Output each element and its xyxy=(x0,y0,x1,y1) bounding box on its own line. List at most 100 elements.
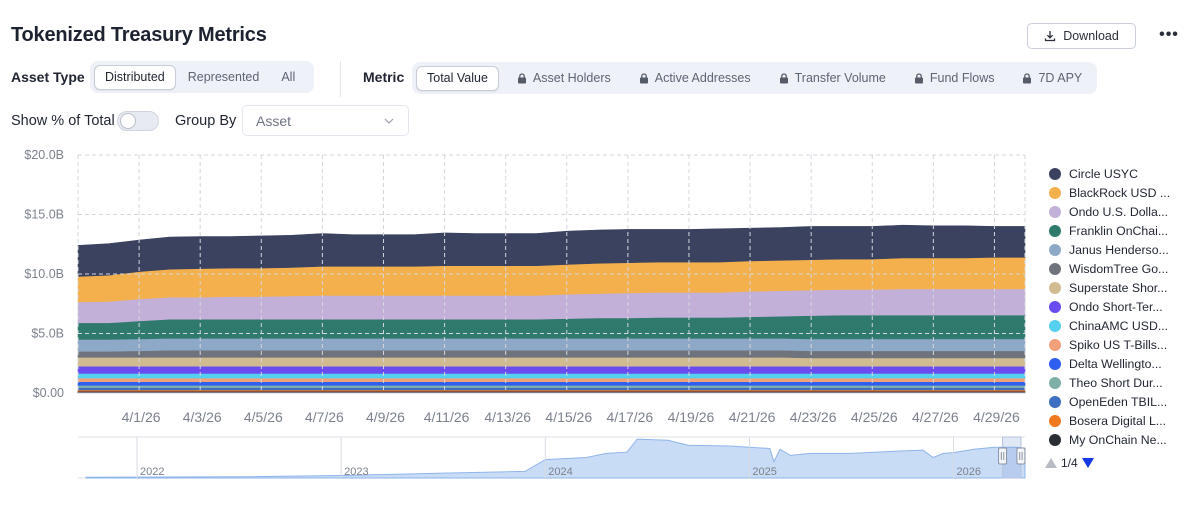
metric-asset-holders-label: Asset Holders xyxy=(532,71,611,85)
legend-item[interactable]: Circle USYC xyxy=(1049,164,1199,183)
metric-active-addresses-label: Active Addresses xyxy=(654,71,751,85)
show-pct-label: Show % of Total xyxy=(11,113,115,129)
legend-item[interactable]: Ondo Short-Ter... xyxy=(1049,297,1199,316)
legend-label: OpenEden TBIL... xyxy=(1069,394,1168,409)
metric-7d-apy-label: 7D APY xyxy=(1038,71,1083,85)
metric-fund-flows-label: Fund Flows xyxy=(929,71,995,85)
x-tick-label: 4/27/26 xyxy=(912,409,959,425)
legend-page-down-icon[interactable] xyxy=(1081,458,1094,468)
metric-transfer-volume[interactable]: Transfer Volume xyxy=(764,66,896,91)
metric-active-addresses[interactable]: Active Addresses xyxy=(624,66,761,91)
legend-item[interactable]: WisdomTree Go... xyxy=(1049,259,1199,278)
navigator-year-label: 2026 xyxy=(957,466,981,478)
show-pct-toggle[interactable] xyxy=(117,111,159,131)
page-title: Tokenized Treasury Metrics xyxy=(11,24,267,46)
x-tick-label: 4/21/26 xyxy=(729,409,776,425)
legend-item[interactable]: Superstate Shor... xyxy=(1049,278,1199,297)
area-series-6 xyxy=(77,373,1026,379)
legend-swatch xyxy=(1049,262,1061,275)
y-tick-label: $20.0B xyxy=(24,148,64,162)
area-series-10 xyxy=(77,338,1026,352)
legend: Circle USYC BlackRock USD ... Ondo U.S. Do… xyxy=(1049,164,1199,449)
legend-label: Bosera Digital L... xyxy=(1069,413,1167,428)
navigator-year-label: 2024 xyxy=(548,466,572,478)
legend-swatch xyxy=(1049,357,1061,370)
legend-swatch xyxy=(1049,224,1061,237)
legend-swatch xyxy=(1049,205,1061,218)
x-tick-label: 4/23/26 xyxy=(790,409,837,425)
legend-label: Spiko US T-Bills... xyxy=(1069,337,1168,352)
x-tick-label: 4/1/26 xyxy=(122,409,161,425)
asset-type-all[interactable]: All xyxy=(281,70,296,84)
legend-item[interactable]: Theo Short Dur... xyxy=(1049,373,1199,392)
download-label: Download xyxy=(1063,29,1119,43)
x-tick-label: 4/9/26 xyxy=(366,409,405,425)
legend-label: My OnChain Ne... xyxy=(1069,432,1167,447)
legend-item[interactable]: Franklin OnChai... xyxy=(1049,221,1199,240)
legend-item[interactable]: My OnChain Ne... xyxy=(1049,430,1199,449)
area-series-14 xyxy=(77,224,1026,277)
legend-item[interactable]: Spiko US T-Bills... xyxy=(1049,335,1199,354)
navigator-year-label: 2022 xyxy=(140,466,164,478)
x-tick-label: 4/25/26 xyxy=(851,409,898,425)
legend-swatch xyxy=(1049,414,1061,427)
legend-item[interactable]: BlackRock USD ... xyxy=(1049,183,1199,202)
asset-type-represented[interactable]: Represented xyxy=(187,70,260,84)
area-series-5 xyxy=(77,377,1026,382)
area-series-9 xyxy=(77,349,1026,359)
metric-transfer-volume-label: Transfer Volume xyxy=(794,71,886,85)
legend-page-label: 1/4 xyxy=(1061,456,1078,470)
chevron-down-icon xyxy=(384,118,394,124)
more-options-icon[interactable]: ••• xyxy=(1159,26,1179,43)
stacked-areas xyxy=(77,224,1026,394)
x-tick-label: 4/3/26 xyxy=(183,409,222,425)
x-tick-label: 4/17/26 xyxy=(607,409,654,425)
legend-swatch xyxy=(1049,395,1061,408)
legend-item[interactable]: Bosera Digital L... xyxy=(1049,411,1199,430)
download-button[interactable]: Download xyxy=(1027,23,1136,49)
toggle-knob xyxy=(120,113,136,129)
asset-type-label: Asset Type xyxy=(11,69,85,85)
legend-label: Superstate Shor... xyxy=(1069,280,1168,295)
x-tick-label: 4/15/26 xyxy=(545,409,592,425)
legend-swatch xyxy=(1049,300,1061,313)
legend-item[interactable]: ChinaAMC USD... xyxy=(1049,316,1199,335)
lock-icon xyxy=(1023,72,1032,83)
legend-swatch xyxy=(1049,281,1061,294)
group-by-select[interactable]: Asset xyxy=(242,105,409,136)
legend-pager: 1/4 xyxy=(1045,456,1094,470)
legend-label: Janus Henderso... xyxy=(1069,242,1169,257)
legend-swatch xyxy=(1049,243,1061,256)
asset-type-distributed[interactable]: Distributed xyxy=(94,64,176,90)
legend-item[interactable]: Ondo U.S. Dolla... xyxy=(1049,202,1199,221)
legend-item[interactable]: Janus Henderso... xyxy=(1049,240,1199,259)
y-tick-label: $0.00 xyxy=(33,386,64,400)
legend-swatch xyxy=(1049,319,1061,332)
legend-page-up-icon[interactable] xyxy=(1045,458,1057,468)
legend-swatch xyxy=(1049,167,1061,180)
metric-7d-apy[interactable]: 7D APY xyxy=(1007,66,1092,91)
metric-asset-holders[interactable]: Asset Holders xyxy=(502,66,621,91)
legend-item[interactable]: OpenEden TBIL... xyxy=(1049,392,1199,411)
x-tick-label: 4/13/26 xyxy=(484,409,531,425)
legend-item[interactable]: Delta Wellingto... xyxy=(1049,354,1199,373)
lock-icon xyxy=(914,72,923,83)
asset-type-segmented: Distributed Represented All xyxy=(90,61,314,93)
group-by-value: Asset xyxy=(256,112,292,129)
navigator-year-label: 2023 xyxy=(344,466,368,478)
legend-swatch xyxy=(1049,376,1061,389)
range-navigator[interactable]: 2022 2023 2024 2025 2026 xyxy=(78,436,1026,479)
metric-segmented: Total Value Asset Holders Active Address… xyxy=(412,62,1097,94)
metric-fund-flows[interactable]: Fund Flows xyxy=(899,66,1005,91)
legend-swatch xyxy=(1049,186,1061,199)
metric-total-value[interactable]: Total Value xyxy=(416,65,499,91)
legend-swatch xyxy=(1049,338,1061,351)
legend-label: Circle USYC xyxy=(1069,166,1139,181)
legend-label: Franklin OnChai... xyxy=(1069,223,1169,238)
navigator-area xyxy=(85,438,1026,479)
lock-icon xyxy=(517,72,526,83)
area-series-3 xyxy=(77,385,1026,388)
area-series-7 xyxy=(77,365,1026,374)
legend-label: Theo Short Dur... xyxy=(1069,375,1163,390)
navigator-handle-left xyxy=(998,447,1008,465)
